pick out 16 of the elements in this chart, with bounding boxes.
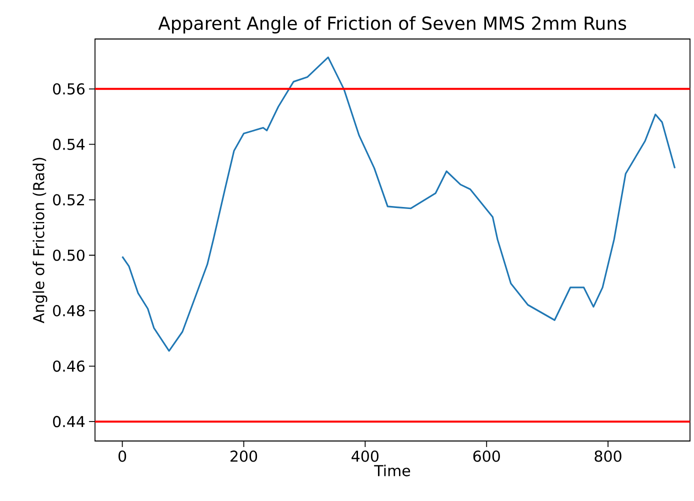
x-tick-label: 200 xyxy=(230,450,258,462)
y-tick-label: 0.54 xyxy=(53,138,85,150)
x-axis-title: Time xyxy=(374,464,410,476)
y-tick-label: 0.46 xyxy=(53,360,85,372)
y-tick-label: 0.56 xyxy=(53,83,85,95)
x-tick-label: 400 xyxy=(352,450,378,462)
line-series xyxy=(122,56,676,352)
chart-title: Apparent Angle of Friction of Seven MMS 2mm Runs xyxy=(158,16,626,34)
y-tick-label: 0.48 xyxy=(53,305,84,316)
x-tick-label: 0 xyxy=(118,450,126,462)
y-tick-label: 0.52 xyxy=(53,194,84,206)
y-axis-title: Angle of Friction (Rad) xyxy=(32,158,48,324)
y-tick-label: 0.50 xyxy=(53,250,84,261)
x-tick-label: 800 xyxy=(594,450,622,462)
y-tick-label: 0.44 xyxy=(53,416,85,428)
x-tick-label: 600 xyxy=(473,450,500,462)
